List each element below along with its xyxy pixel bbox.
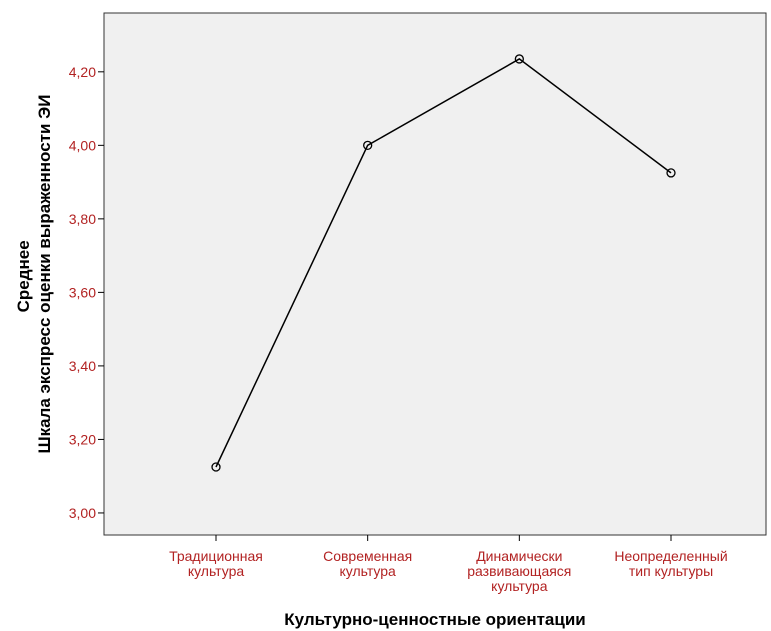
x-tick-label: Неопределенный тип культуры <box>614 548 727 579</box>
series-line <box>215 58 672 468</box>
x-axis-title: Культурно-ценностные ориентации <box>284 610 585 629</box>
data-point <box>514 54 524 64</box>
x-tick-label: Современная культура <box>323 548 412 579</box>
data-point <box>363 140 373 150</box>
data-point <box>211 462 221 472</box>
y-axis: 3,00 3,20 3,40 3,60 3,80 4,00 4,20 <box>69 64 104 521</box>
y-axis-title-line-2: Шкала экспресс оценки выраженности ЭИ <box>35 95 54 454</box>
y-axis-title-line-1: Среднее <box>14 240 33 312</box>
y-tick-label: 3,20 <box>69 431 96 447</box>
y-axis-title: Среднее Шкала экспресс оценки выраженнос… <box>14 95 54 454</box>
y-tick-label: 4,20 <box>69 64 96 80</box>
x-tick-label: Традиционная культура <box>169 548 263 579</box>
y-tick-label: 3,00 <box>69 505 96 521</box>
series <box>211 54 676 472</box>
y-tick-label: 4,00 <box>69 137 96 153</box>
y-tick-label: 3,40 <box>69 358 96 374</box>
x-tick-label: Динамически развивающаяся культура <box>467 548 571 594</box>
data-point <box>666 168 676 178</box>
x-axis: Традиционная культура Современная культура Д… <box>169 535 728 594</box>
y-tick-label: 3,60 <box>69 284 96 300</box>
y-tick-label: 3,80 <box>69 211 96 227</box>
plot-area <box>103 12 767 536</box>
